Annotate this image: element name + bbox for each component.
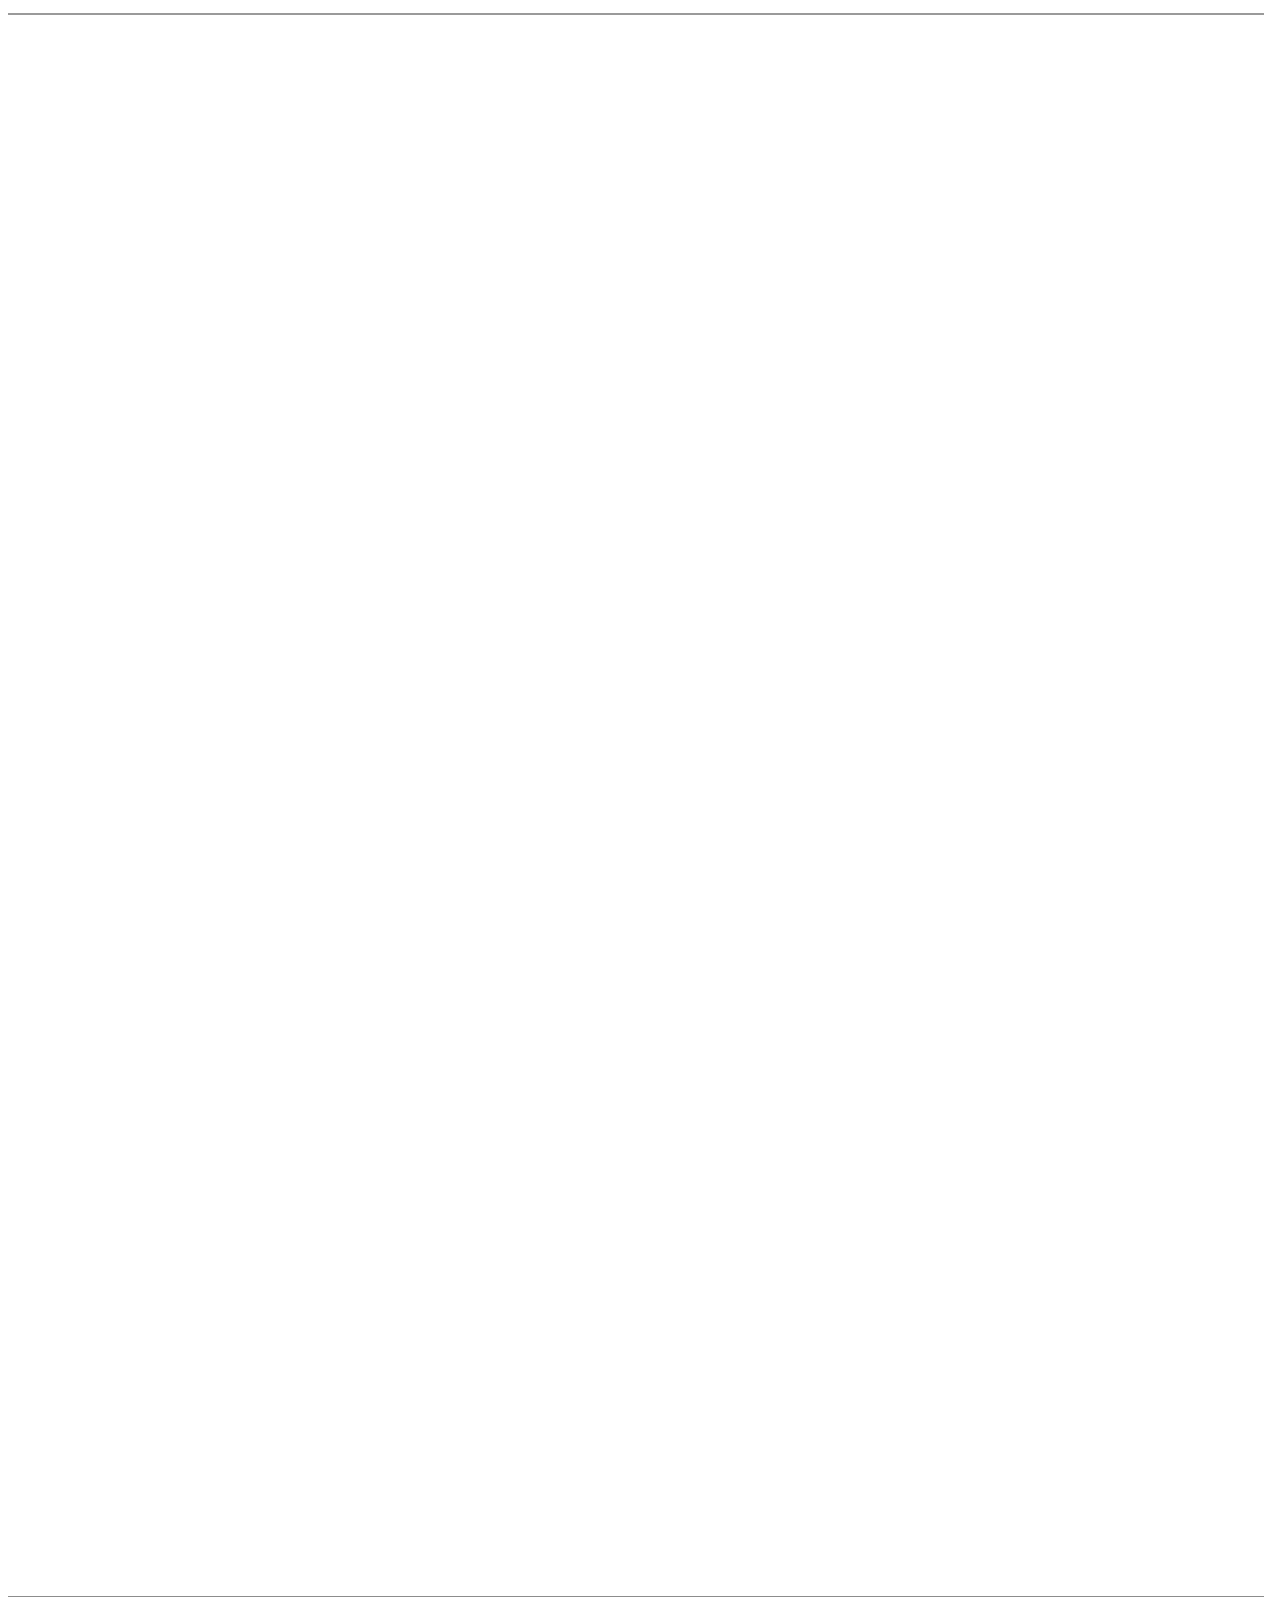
- footer-notes: [8, 1468, 1268, 1511]
- bottom-rule: [8, 1596, 1264, 1597]
- top-rule: [8, 13, 1264, 15]
